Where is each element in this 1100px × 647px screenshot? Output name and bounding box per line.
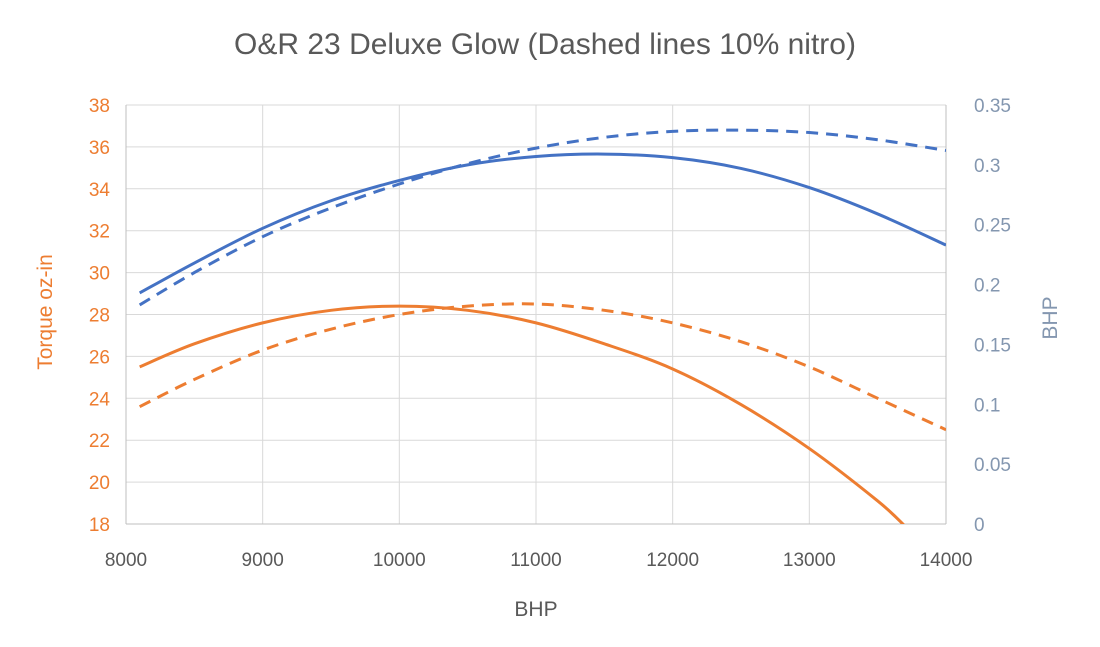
tick-labels: 18 20 22 24 26 28 30 32 34 36 38 8000 9000 10000 11000… — [89, 96, 1011, 571]
y2-axis-title: BHP — [1039, 296, 1062, 339]
grid — [126, 104, 946, 524]
y-tick-label: 26 — [89, 347, 110, 368]
chart-title: O&R 23 Deluxe Glow (Dashed lines 10% nit… — [234, 28, 856, 61]
y-tick-label: 24 — [89, 389, 111, 410]
y2-tick-label: 0.2 — [974, 276, 1000, 297]
y-tick-label: 36 — [89, 138, 110, 159]
x-tick-label: 9000 — [242, 550, 284, 571]
y2-tick-label: 0.3 — [974, 156, 1000, 177]
y2-tick-label: 0 — [974, 515, 985, 536]
y-axis-title: Torque oz-in — [34, 254, 57, 370]
x-tick-label: 10000 — [373, 550, 426, 571]
y2-tick-label: 0.15 — [974, 335, 1011, 356]
x-tick-label: 14000 — [920, 550, 973, 571]
y-tick-label: 22 — [89, 431, 110, 452]
y-tick-label: 34 — [89, 180, 111, 201]
x-tick-label: 11000 — [510, 550, 561, 571]
y-tick-label: 18 — [89, 515, 110, 536]
y-tick-label: 30 — [89, 264, 110, 285]
x-axis-title: BHP — [514, 598, 557, 621]
x-tick-label: 8000 — [105, 550, 147, 571]
y-tick-label: 38 — [89, 96, 110, 117]
series-lines — [138, 128, 946, 524]
torque-solid-line — [139, 304, 905, 524]
y2-tick-label: 0.1 — [974, 395, 1000, 416]
bhp-solid-line — [138, 152, 946, 295]
y-tick-label: 32 — [89, 222, 110, 243]
y2-tick-label: 0.25 — [974, 216, 1011, 237]
x-tick-label: 12000 — [646, 550, 699, 571]
y-tick-label: 28 — [89, 306, 110, 327]
y-tick-label: 20 — [89, 473, 110, 494]
y2-tick-label: 0.05 — [974, 455, 1011, 476]
x-tick-label: 13000 — [783, 550, 836, 571]
axes — [125, 105, 947, 525]
bhp-dashed-line — [138, 128, 946, 307]
y2-tick-label: 0.35 — [974, 96, 1011, 117]
